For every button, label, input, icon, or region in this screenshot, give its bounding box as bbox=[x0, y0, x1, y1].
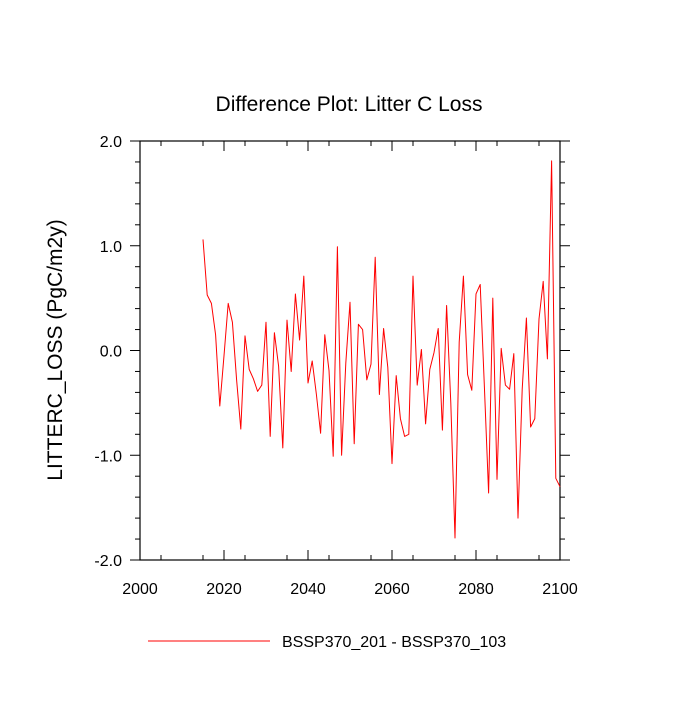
x-tick-label: 2000 bbox=[122, 581, 158, 598]
x-tick-label: 2100 bbox=[542, 581, 578, 598]
y-tick-label: -1.0 bbox=[94, 448, 122, 465]
legend: BSSP370_201 - BSSP370_103 bbox=[148, 634, 506, 651]
x-tick-label: 2080 bbox=[458, 581, 494, 598]
axis-ticks: 2000 2020 2040 2060 2080 2100 -2.0 -1.0 0.0 1.0 2.… bbox=[94, 134, 577, 598]
y-axis-label: LITTERC_LOSS (PgC/m2y) bbox=[44, 219, 67, 480]
x-tick-label: 2060 bbox=[374, 581, 410, 598]
y-tick-label: -2.0 bbox=[94, 553, 122, 570]
series-line bbox=[202, 160, 561, 539]
y-tick-label: 1.0 bbox=[100, 239, 122, 256]
legend-label: BSSP370_201 - BSSP370_103 bbox=[282, 634, 506, 651]
series-layer bbox=[202, 160, 561, 539]
y-tick-label: 2.0 bbox=[100, 134, 122, 151]
plot-area-frame bbox=[139, 140, 561, 561]
x-tick-label: 2040 bbox=[290, 581, 326, 598]
x-tick-label: 2020 bbox=[206, 581, 242, 598]
y-tick-label: 0.0 bbox=[100, 344, 122, 361]
chart-title: Difference Plot: Litter C Loss bbox=[216, 93, 483, 116]
